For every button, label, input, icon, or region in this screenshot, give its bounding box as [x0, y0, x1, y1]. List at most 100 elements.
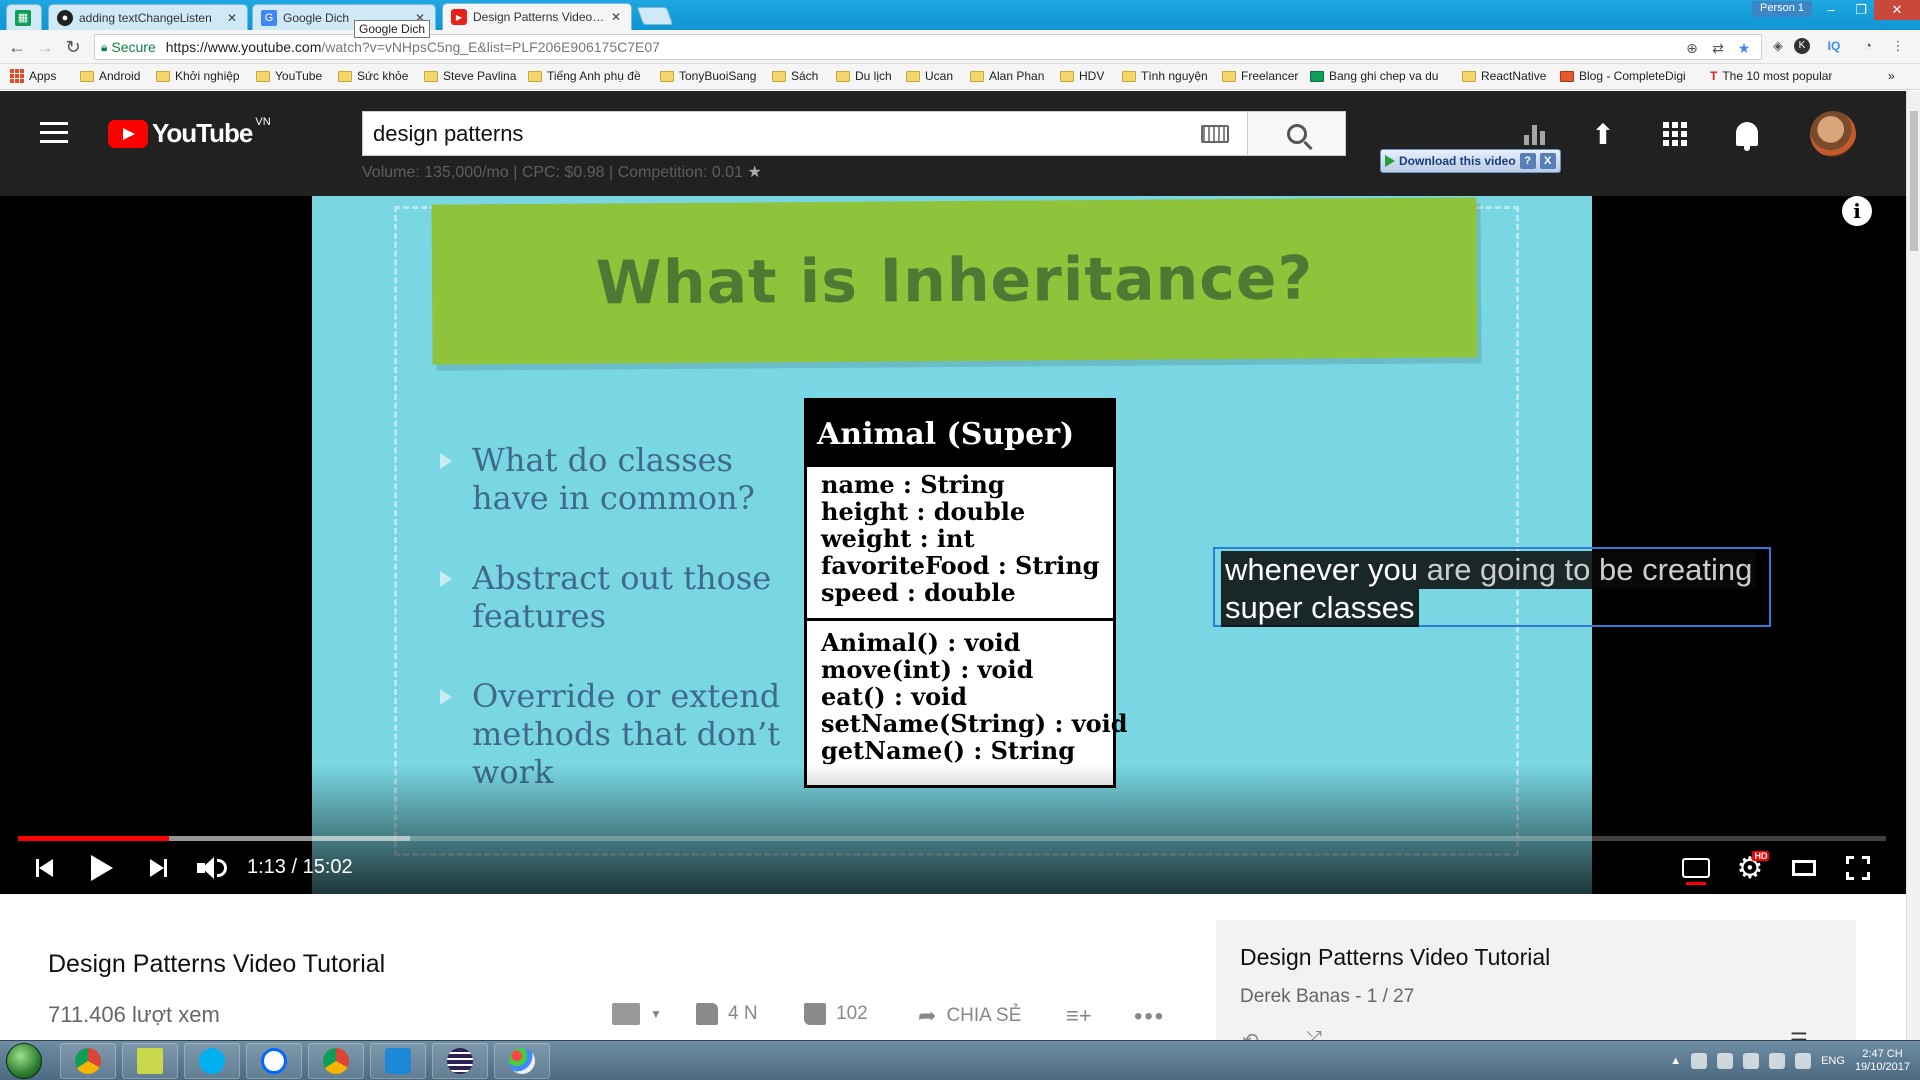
clock[interactable]: 2:47 CH 19/10/2017 — [1855, 1048, 1910, 1074]
youtube-logo[interactable]: YouTube VN — [108, 116, 271, 149]
volume-icon[interactable] — [192, 848, 232, 888]
bookmark-folder[interactable]: ReactNative — [1462, 69, 1546, 83]
info-icon[interactable]: i — [1842, 196, 1872, 226]
forward-arrow-icon[interactable]: → — [36, 37, 54, 57]
speaker-icon[interactable] — [1717, 1053, 1734, 1069]
avatar[interactable] — [1810, 111, 1856, 157]
progress-bar[interactable] — [18, 836, 1886, 841]
bookmark-folder[interactable]: Tình nguyện — [1122, 69, 1208, 83]
language-indicator[interactable]: ENG — [1821, 1055, 1845, 1067]
close-window-button[interactable]: ✕ — [1874, 0, 1920, 20]
bookmark-link[interactable]: T The 10 most popular — [1710, 69, 1832, 83]
extension-icon[interactable]: ◔ — [1864, 38, 1872, 53]
bookmark-folder[interactable]: Alan Phan — [970, 69, 1044, 83]
extension-icon[interactable]: ◈ — [1773, 38, 1783, 53]
translate-icon[interactable]: ⇄ — [1712, 40, 1724, 56]
tab-sheets[interactable]: ▦ — [6, 4, 42, 30]
battery-icon[interactable] — [1795, 1053, 1812, 1069]
analytics-icon[interactable] — [1522, 119, 1552, 149]
download-close-icon[interactable]: X — [1539, 153, 1556, 169]
bookmark-link[interactable]: Blog - CompleteDigi — [1560, 69, 1686, 83]
minimize-button[interactable]: – — [1827, 2, 1835, 17]
like-count: 4 N — [728, 1003, 758, 1024]
download-help-icon[interactable]: ? — [1519, 153, 1536, 169]
flag-icon[interactable] — [1769, 1053, 1786, 1069]
back-arrow-icon[interactable]: ← — [8, 37, 26, 57]
play-button[interactable] — [82, 848, 122, 888]
tab-close-icon[interactable]: ✕ — [227, 10, 238, 25]
bookmark-folder[interactable]: Sức khỏe — [338, 69, 408, 83]
add-to-playlist-dropdown[interactable]: ▼ — [612, 1003, 662, 1025]
tray-expand-icon[interactable]: ▲ — [1670, 1055, 1682, 1067]
bookmark-folder[interactable]: YouTube — [256, 69, 322, 83]
more-bookmarks-button[interactable]: » — [1888, 69, 1895, 83]
upload-icon[interactable]: ⬆ — [1591, 118, 1615, 150]
tab-google-dich[interactable]: G Google Dich ✕ — [252, 4, 436, 30]
star-icon[interactable]: ★ — [747, 164, 762, 181]
previous-icon[interactable] — [24, 848, 64, 888]
like-button[interactable]: 4 N — [696, 1003, 758, 1025]
menu-icon[interactable]: ⋮ — [1891, 38, 1905, 53]
fullscreen-button[interactable] — [1838, 848, 1878, 888]
maximize-button[interactable]: ❐ — [1855, 2, 1867, 17]
scrollbar-thumb[interactable] — [1910, 111, 1918, 251]
share-button[interactable]: ➦ CHIA SẺ — [918, 1003, 1021, 1029]
taskbar-chrome-2[interactable] — [308, 1043, 364, 1079]
settings-button[interactable]: ⚙ HD — [1730, 848, 1770, 888]
taskbar-vscode[interactable] — [370, 1043, 426, 1079]
playlist-title[interactable]: Design Patterns Video Tutorial — [1240, 944, 1551, 970]
extension-iq-icon[interactable]: IQ — [1827, 39, 1841, 53]
bookmark-folder[interactable]: Sách — [772, 69, 818, 83]
new-tab-button[interactable] — [636, 7, 674, 25]
bookmark-folder[interactable]: TonyBuoiSang — [660, 69, 756, 83]
notepad-icon — [137, 1048, 163, 1074]
bookmark-folder[interactable]: Steve Pavlina — [424, 69, 516, 83]
apps-grid-icon[interactable] — [1660, 119, 1690, 149]
taskbar-chrome[interactable] — [60, 1043, 116, 1079]
more-actions-button[interactable]: ••• — [1134, 1003, 1165, 1031]
taskbar-zalo[interactable] — [246, 1043, 302, 1079]
network-icon[interactable] — [1743, 1053, 1760, 1069]
bookmark-folder[interactable]: Khởi nghiệp — [156, 69, 240, 83]
tab-design-patterns[interactable]: ▶ Design Patterns Video Tu ✕ — [442, 3, 632, 30]
taskbar-app[interactable] — [122, 1043, 178, 1079]
video-player[interactable]: What is Inheritance? What do classes hav… — [0, 196, 1906, 894]
bookmark-folder[interactable]: Freelancer — [1222, 69, 1298, 83]
theater-mode-button[interactable] — [1784, 848, 1824, 888]
start-button[interactable] — [6, 1043, 42, 1079]
hamburger-menu-icon[interactable] — [40, 122, 68, 144]
add-to-queue-button[interactable]: ≡+ — [1066, 1003, 1092, 1029]
search-input[interactable] — [363, 112, 1163, 155]
next-icon[interactable] — [138, 848, 178, 888]
address-bar[interactable]: 🔒︎ Secure https://www.youtube.com/watch?… — [94, 34, 1762, 60]
tab-github[interactable]: ● adding textChangeListen ✕ — [48, 4, 248, 30]
bookmark-folder[interactable]: HDV — [1060, 69, 1104, 83]
taskbar-skype[interactable] — [184, 1043, 240, 1079]
tab-close-icon[interactable]: ✕ — [611, 10, 622, 24]
bookmark-folder[interactable]: Ucan — [906, 69, 953, 83]
download-video-button[interactable]: Download this video ? X — [1380, 149, 1561, 173]
tray-app-icon[interactable] — [1691, 1053, 1708, 1069]
page-scrollbar[interactable] — [1906, 91, 1920, 1041]
extension-k-icon[interactable]: K — [1794, 38, 1810, 54]
subtitles-button[interactable] — [1676, 848, 1716, 888]
bookmark-folder[interactable]: Du lịch — [836, 69, 892, 83]
caption-window[interactable]: whenever you are going to be creating su… — [1213, 547, 1771, 627]
dislike-button[interactable]: 102 — [804, 1003, 868, 1025]
bookmark-star-icon[interactable]: ★ — [1737, 40, 1751, 56]
bookmark-folder[interactable]: Tiếng Anh phụ đề — [528, 69, 641, 83]
search-button[interactable] — [1248, 111, 1346, 156]
taskbar-eclipse[interactable] — [432, 1043, 488, 1079]
bookmark-apps[interactable]: Apps — [10, 69, 56, 83]
bookmark-folder[interactable]: Android — [80, 69, 140, 83]
notifications-bell-icon[interactable] — [1732, 119, 1762, 151]
reload-icon[interactable]: ↻ — [65, 37, 81, 57]
keyboard-icon[interactable] — [1201, 125, 1229, 143]
profile-button[interactable]: Person 1 — [1752, 1, 1813, 17]
bookmark-link[interactable]: Bang ghi chep va du — [1310, 69, 1438, 83]
slide-bullet: Abstract out those features — [440, 559, 800, 635]
tab-close-icon[interactable]: ✕ — [415, 10, 426, 25]
uml-attribute: weight : int — [821, 524, 975, 553]
zoom-icon[interactable]: ⊕ — [1686, 40, 1698, 56]
taskbar-paint[interactable] — [494, 1043, 550, 1079]
